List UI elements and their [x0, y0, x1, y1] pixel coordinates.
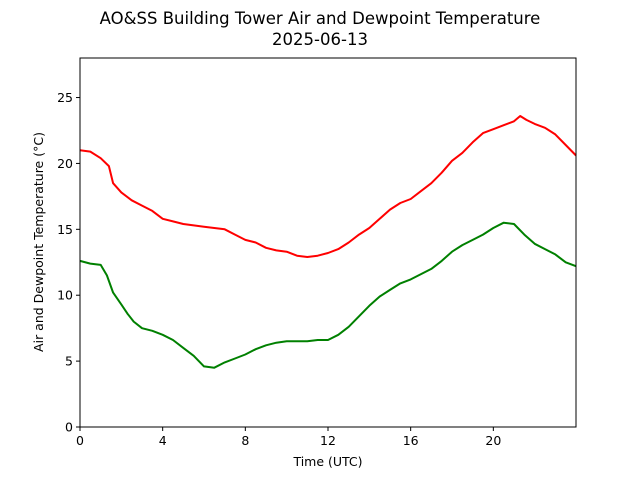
y-tick-label-0: 0 [65, 420, 73, 435]
chart-subtitle: 2025-06-13 [272, 30, 368, 49]
x-tick-label-12: 12 [320, 433, 336, 448]
y-tick-label-5: 5 [65, 354, 73, 369]
series-line-1 [79, 221, 577, 369]
x-axis-label: Time (UTC) [292, 454, 362, 469]
y-tick-label-20: 20 [57, 156, 73, 171]
y-tick-label-25: 25 [57, 90, 73, 105]
x-tick-label-20: 20 [485, 433, 501, 448]
y-tick-label-10: 10 [57, 288, 73, 303]
series-line-0 [79, 115, 577, 258]
x-tick-label-0: 0 [76, 433, 84, 448]
y-axis-label: Air and Dewpoint Temperature (°C) [31, 132, 46, 352]
plot-frame [79, 57, 577, 428]
y-tick-label-15: 15 [57, 222, 73, 237]
chart-title: AO&SS Building Tower Air and Dewpoint Te… [100, 9, 541, 28]
x-tick-label-8: 8 [241, 433, 249, 448]
x-tick-label-16: 16 [403, 433, 419, 448]
plot-area: 0 4 8 12 16 20 0 5 10 15 20 25 [57, 57, 577, 448]
x-tick-label-4: 4 [159, 433, 167, 448]
